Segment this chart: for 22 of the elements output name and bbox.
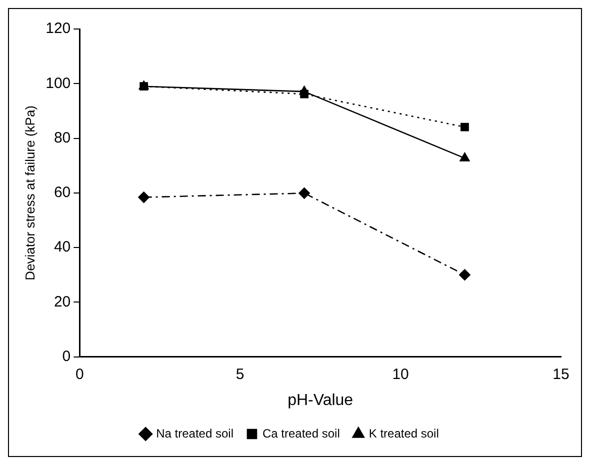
point xyxy=(459,269,470,280)
x-tick-label: 10 xyxy=(392,366,409,383)
legend-label: K treated soil xyxy=(368,426,439,440)
y-axis-title: Deviator stress at failure (kPa) xyxy=(22,105,38,280)
y-tick-label: 20 xyxy=(54,293,71,310)
y-tick-label: 120 xyxy=(46,20,71,38)
point xyxy=(300,90,308,98)
y-tick-label: 100 xyxy=(46,74,71,92)
legend-label: Na treated soil xyxy=(156,426,234,440)
x-tick-label: 5 xyxy=(236,366,244,383)
x-tick-label: 0 xyxy=(75,366,84,383)
legend-label: Ca treated soil xyxy=(262,426,340,440)
point xyxy=(138,192,150,203)
point xyxy=(460,122,469,132)
y-tick-label: 60 xyxy=(54,184,71,202)
x-tick-label: 15 xyxy=(552,366,570,383)
point xyxy=(460,152,470,162)
x-axis-title: pH-Value xyxy=(288,392,354,409)
y-tick-label: 40 xyxy=(54,238,71,256)
point xyxy=(298,188,310,199)
y-tick-label: 80 xyxy=(54,129,71,146)
y-tick-label: 0 xyxy=(62,348,71,365)
